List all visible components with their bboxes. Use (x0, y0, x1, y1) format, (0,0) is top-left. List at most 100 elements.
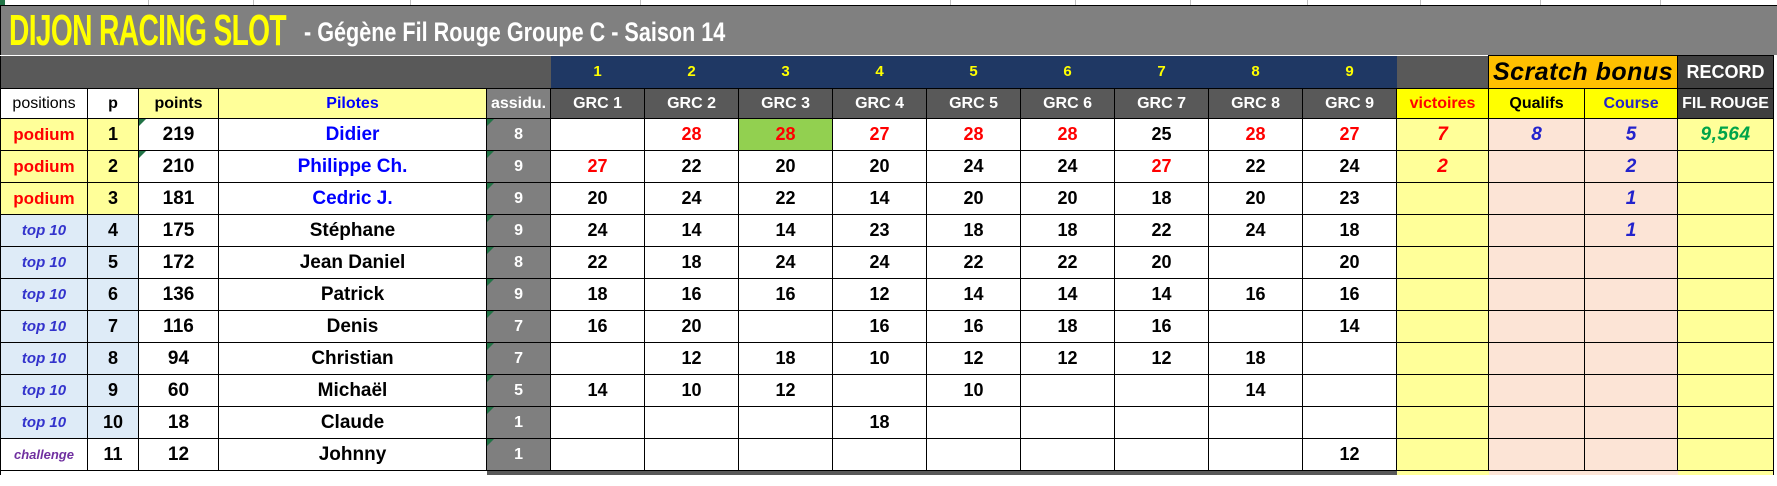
cell-grc-3[interactable]: 20 (738, 150, 834, 183)
cell-grc-4[interactable]: 16 (832, 310, 928, 343)
cell-course[interactable] (1584, 438, 1679, 471)
cell-grc-5[interactable]: 18 (926, 214, 1022, 247)
cell-grc-8[interactable] (1208, 406, 1304, 439)
cell-victoires[interactable] (1396, 214, 1490, 247)
cell-pilot[interactable]: Claude (218, 406, 487, 439)
header-grc-8[interactable]: GRC 8 (1208, 88, 1304, 119)
cell-grc-2[interactable]: 18 (644, 246, 740, 279)
cell-grc-1[interactable]: 22 (550, 246, 646, 279)
cell-grc-7[interactable]: 27 (1114, 150, 1210, 183)
cell-grc-4[interactable]: 10 (832, 342, 928, 375)
cell-grc-3[interactable]: 28 (738, 118, 834, 151)
cell-grc-8[interactable] (1208, 310, 1304, 343)
cell-victoires[interactable] (1396, 310, 1490, 343)
cell-grc-7[interactable]: 18 (1114, 182, 1210, 215)
cell-grc-4[interactable]: 14 (832, 182, 928, 215)
cell-grc-1[interactable] (550, 406, 646, 439)
cell-grc-7[interactable]: 20 (1114, 246, 1210, 279)
cell-qualifs[interactable] (1488, 214, 1586, 247)
cell-grc-9[interactable]: 23 (1302, 182, 1398, 215)
cell-grc-2[interactable]: 12 (644, 342, 740, 375)
cell-victoires[interactable]: 7 (1396, 118, 1490, 151)
race-number-cell[interactable]: 2 (644, 55, 739, 89)
cell-assiduity[interactable]: 9 (485, 278, 552, 311)
cell-grc-9[interactable] (1302, 342, 1398, 375)
cell-fil-rouge[interactable] (1677, 342, 1775, 375)
cell-points[interactable]: 219 (138, 118, 219, 151)
cell-grc-1[interactable]: 18 (550, 278, 646, 311)
cell-victoires[interactable] (1396, 342, 1490, 375)
header-grc-2[interactable]: GRC 2 (644, 88, 740, 119)
cell-grc-2[interactable] (644, 406, 740, 439)
cell-position-category[interactable]: top 10 (0, 374, 88, 407)
cell-grc-6[interactable]: 24 (1020, 150, 1116, 183)
cell-assiduity[interactable]: 7 (485, 342, 552, 375)
cell-grc-5[interactable]: 16 (926, 310, 1022, 343)
header-pilotes[interactable]: Pilotes (218, 88, 487, 119)
cell-points[interactable]: 18 (138, 406, 219, 439)
cell-grc-3[interactable]: 16 (738, 278, 834, 311)
cell-grc-4[interactable]: 23 (832, 214, 928, 247)
cell-grc-6[interactable]: 22 (1020, 246, 1116, 279)
race-number-cell[interactable]: 3 (738, 55, 833, 89)
cell-grc-8[interactable]: 28 (1208, 118, 1304, 151)
cell-victoires[interactable]: 2 (1396, 150, 1490, 183)
cell-grc-6[interactable]: 20 (1020, 182, 1116, 215)
cell-grc-6[interactable]: 14 (1020, 278, 1116, 311)
cell-grc-4[interactable]: 12 (832, 278, 928, 311)
cell-qualifs[interactable] (1488, 278, 1586, 311)
cell-position-category[interactable]: top 10 (0, 246, 88, 279)
cell-grc-9[interactable]: 27 (1302, 118, 1398, 151)
cell-pilot[interactable]: Michaël (218, 374, 487, 407)
cell-course[interactable]: 1 (1584, 214, 1679, 247)
cell-grc-3[interactable] (738, 310, 834, 343)
cell-grc-1[interactable]: 20 (550, 182, 646, 215)
cell-grc-8[interactable]: 14 (1208, 374, 1304, 407)
cell-position-category[interactable]: top 10 (0, 310, 88, 343)
cell-qualifs[interactable] (1488, 438, 1586, 471)
cell-fil-rouge[interactable] (1677, 406, 1775, 439)
cell-pilot[interactable]: Didier (218, 118, 487, 151)
header-victoires[interactable]: victoires (1396, 88, 1490, 119)
cell-grc-5[interactable]: 24 (926, 150, 1022, 183)
cell-grc-4[interactable]: 20 (832, 150, 928, 183)
race-number-cell[interactable]: 6 (1020, 55, 1115, 89)
cell-grc-6[interactable] (1020, 406, 1116, 439)
cell-grc-1[interactable]: 27 (550, 150, 646, 183)
cell-assiduity[interactable]: 1 (485, 438, 552, 471)
cell-grc-8[interactable]: 20 (1208, 182, 1304, 215)
cell-grc-7[interactable]: 25 (1114, 118, 1210, 151)
cell-position-category[interactable]: challenge (0, 438, 88, 471)
cell-grc-2[interactable]: 22 (644, 150, 740, 183)
cell-assiduity[interactable]: 8 (485, 246, 552, 279)
cell-assiduity[interactable]: 9 (485, 150, 552, 183)
cell-pilot[interactable]: Denis (218, 310, 487, 343)
cell-fil-rouge[interactable] (1677, 246, 1775, 279)
cell-points[interactable]: 94 (138, 342, 219, 375)
cell-fil-rouge[interactable] (1677, 182, 1775, 215)
cell-grc-6[interactable]: 18 (1020, 310, 1116, 343)
cell-fil-rouge[interactable] (1677, 278, 1775, 311)
cell-grc-7[interactable]: 12 (1114, 342, 1210, 375)
cell-assiduity[interactable]: 9 (485, 214, 552, 247)
cell-course[interactable] (1584, 342, 1679, 375)
header-assiduity[interactable]: assidu. (485, 88, 552, 119)
cell-course[interactable]: 1 (1584, 182, 1679, 215)
cell-grc-9[interactable]: 14 (1302, 310, 1398, 343)
cell-grc-2[interactable]: 10 (644, 374, 740, 407)
cell-grc-1[interactable] (550, 118, 646, 151)
cell-grc-9[interactable]: 24 (1302, 150, 1398, 183)
cell-grc-9[interactable]: 20 (1302, 246, 1398, 279)
cell-grc-8[interactable]: 24 (1208, 214, 1304, 247)
cell-grc-2[interactable]: 16 (644, 278, 740, 311)
cell-grc-2[interactable]: 28 (644, 118, 740, 151)
cell-grc-7[interactable]: 22 (1114, 214, 1210, 247)
cell-grc-3[interactable]: 22 (738, 182, 834, 215)
cell-points[interactable]: 181 (138, 182, 219, 215)
cell-course[interactable] (1584, 278, 1679, 311)
cell-grc-8[interactable]: 16 (1208, 278, 1304, 311)
cell-grc-4[interactable]: 18 (832, 406, 928, 439)
cell-grc-5[interactable]: 22 (926, 246, 1022, 279)
cell-rank[interactable]: 11 (87, 438, 139, 471)
cell-grc-3[interactable] (738, 438, 834, 471)
